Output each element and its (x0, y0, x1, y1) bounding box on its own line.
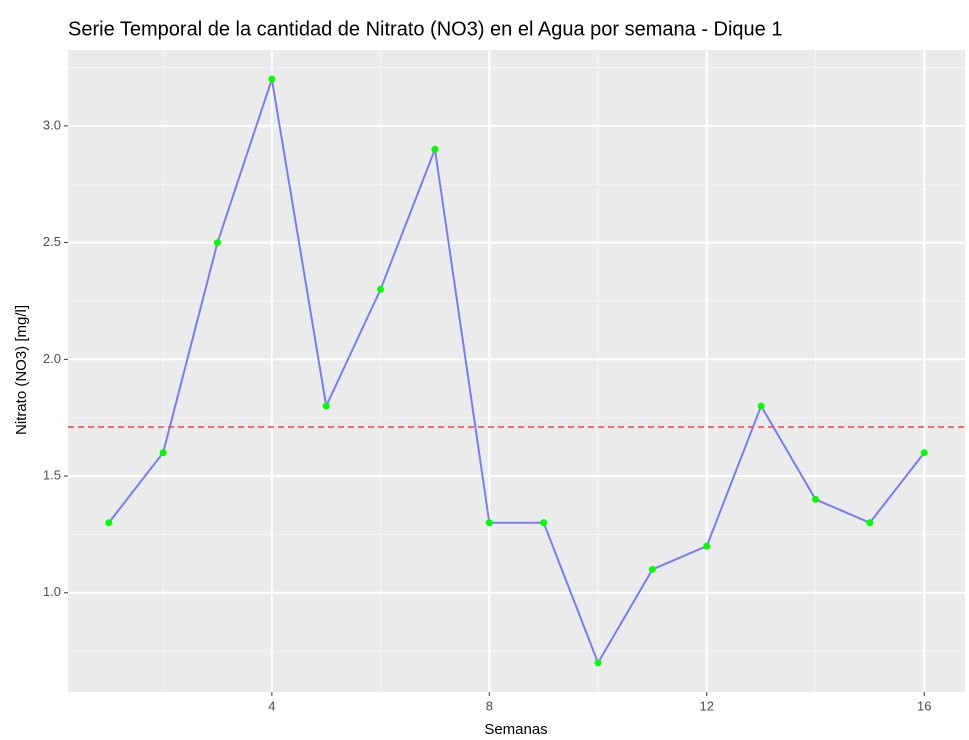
data-point (431, 145, 439, 153)
x-tick-label: 4 (268, 698, 275, 713)
data-point (812, 495, 819, 503)
data-point (485, 519, 493, 527)
data-point (540, 519, 548, 527)
data-point (757, 402, 765, 410)
x-tick-label: 8 (486, 698, 493, 713)
y-axis-label: Nitrato (NO3) [mg/l] (13, 305, 30, 435)
y-tick-label: 1.0 (43, 584, 61, 599)
x-tick-label: 12 (700, 698, 714, 713)
data-line (107, 78, 926, 666)
data-point (594, 659, 602, 667)
data-point (920, 449, 928, 457)
data-point (105, 519, 113, 527)
y-tick-label: 3.0 (43, 117, 61, 132)
data-point (268, 75, 276, 83)
data-point (703, 542, 711, 550)
data-point (159, 449, 167, 457)
data-point (322, 402, 330, 410)
data-point (866, 519, 874, 527)
data-point (377, 285, 385, 293)
data-point (214, 239, 221, 247)
chart-title: Serie Temporal de la cantidad de Nitrato… (68, 18, 782, 40)
x-axis-label: Semanas (484, 721, 547, 738)
y-tick-label: 2.5 (43, 234, 61, 249)
x-tick-label: 16 (917, 698, 931, 713)
plot-panel (68, 50, 965, 692)
y-tick-label: 1.5 (43, 467, 61, 482)
y-tick-label: 2.0 (43, 351, 61, 366)
data-point (648, 565, 656, 573)
